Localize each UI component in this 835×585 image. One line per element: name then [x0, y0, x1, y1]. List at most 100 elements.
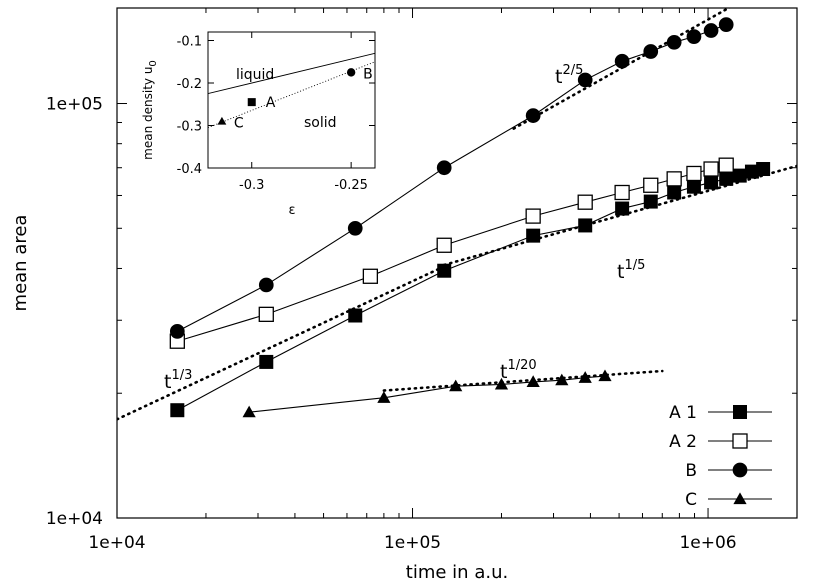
- fit-line: [117, 265, 446, 421]
- data-point-B: [703, 23, 719, 38]
- data-point-A-1: [170, 403, 185, 418]
- data-point-A-2: [686, 165, 702, 182]
- data-point-C: [598, 369, 612, 382]
- data-point-B: [686, 29, 702, 44]
- data-point-B: [347, 220, 363, 236]
- fit-annotation-exponent: 2/5: [562, 63, 583, 78]
- data-point-A-1: [704, 175, 719, 190]
- legend-marker: [732, 462, 748, 478]
- fit-line: [382, 369, 664, 392]
- inset-y-axis-title-main: mean density u: [141, 67, 155, 160]
- inset-y-axis-title: mean density u0: [141, 60, 159, 160]
- data-point-B: [666, 34, 682, 50]
- fit-annotation-base: t: [617, 261, 624, 283]
- x-tick-label: 1e+04: [88, 533, 145, 553]
- data-point-A-1: [719, 171, 734, 186]
- data-point-B: [577, 72, 593, 88]
- data-point-C: [555, 373, 569, 386]
- inset-point-A: [247, 98, 256, 107]
- x-axis-title: time in a.u.: [406, 562, 508, 583]
- data-point-A-2: [666, 171, 682, 187]
- inset-point-B: [346, 68, 356, 77]
- data-point-A-1: [437, 263, 452, 278]
- data-point-A-2: [258, 306, 274, 322]
- data-point-C: [526, 375, 540, 387]
- data-point-A-1: [686, 179, 701, 194]
- series-group: [169, 17, 771, 418]
- data-point-A-1: [756, 162, 771, 177]
- inset-y-tick-label: -0.4: [177, 162, 202, 177]
- inset-x-tick-label: -0.3: [239, 178, 264, 193]
- legend: A 1 A 2 BC: [669, 403, 772, 510]
- x-tick-label: 1e+06: [679, 533, 736, 553]
- data-point-B: [525, 108, 541, 123]
- inset-y-tick-label: -0.3: [177, 120, 202, 135]
- data-point-A-1: [348, 308, 363, 323]
- series-line-C: [249, 375, 606, 413]
- inset-y-tick-label: -0.1: [177, 35, 202, 50]
- data-point-A-2: [436, 237, 452, 253]
- data-point-A-2: [703, 161, 719, 177]
- inset-point-C: [217, 116, 227, 125]
- y-tick-label: 1e+04: [46, 509, 103, 529]
- legend-label: A 2: [669, 432, 697, 452]
- data-point-C: [578, 371, 592, 383]
- inset-frame: [207, 31, 376, 169]
- inset-region-liquid: liquid: [236, 67, 274, 83]
- data-point-A-1: [578, 218, 593, 233]
- data-point-A-2: [577, 194, 593, 210]
- fit-annotation-base: t: [164, 371, 171, 393]
- inset-y-tick-label: -0.2: [177, 77, 202, 92]
- y-axis-title: mean area: [10, 215, 31, 312]
- legend-marker: [733, 492, 747, 505]
- inset-point-label-A: A: [266, 95, 276, 111]
- fit-annotation-base: t: [500, 361, 507, 383]
- data-point-A-1: [643, 194, 658, 209]
- data-point-A-1: [667, 185, 682, 200]
- data-point-B: [614, 53, 630, 69]
- data-point-A-2: [643, 177, 659, 193]
- fit-annotation: t2/5: [555, 63, 583, 88]
- fit-annotation-exponent: 1/20: [507, 358, 536, 373]
- fit-annotation-base: t: [555, 66, 562, 88]
- data-point-B: [643, 44, 659, 59]
- inset-region-solid: solid: [304, 115, 337, 131]
- data-point-B: [718, 17, 734, 32]
- fit-annotation-exponent: 1/5: [624, 258, 645, 273]
- data-point-C: [494, 377, 509, 390]
- data-point-A-1: [615, 201, 630, 216]
- inset-lines: [208, 52, 375, 129]
- data-point-A-1: [259, 354, 274, 369]
- inset-point-label-B: B: [363, 66, 373, 82]
- fit-annotation-exponent: 1/3: [171, 368, 192, 383]
- data-point-A-1: [732, 168, 747, 183]
- fit-annotation: t1/3: [164, 368, 192, 393]
- plot-frame: [116, 7, 798, 519]
- data-point-A-2: [614, 184, 630, 201]
- legend-label: A 1: [669, 403, 697, 423]
- data-point-B: [436, 160, 452, 176]
- x-tick-label: 1e+05: [384, 533, 441, 553]
- fit-annotation: t1/20: [500, 358, 537, 383]
- inset-x-tick-label: -0.25: [334, 178, 368, 193]
- inset-point-label-C: C: [234, 115, 244, 131]
- fit-line: [512, 8, 732, 130]
- data-point-C: [377, 391, 391, 403]
- legend-marker: [733, 405, 747, 419]
- inset-x-axis-title: ε: [288, 203, 295, 218]
- data-point-A-1: [744, 164, 759, 179]
- legend-label: B: [685, 461, 697, 481]
- data-point-A-2: [525, 208, 541, 224]
- legend-label: C: [685, 490, 697, 510]
- inset-y-axis-title-sub: 0: [148, 60, 159, 66]
- inset-liquid-line: [208, 52, 375, 95]
- inset: -0.3 -0.25 -0.1 -0.2 -0.3 -0.4 ε mean density u…: [141, 31, 376, 218]
- data-point-B: [169, 324, 185, 339]
- data-point-C: [242, 405, 256, 418]
- data-point-A-2: [718, 157, 734, 173]
- fit-annotation: t1/5: [617, 258, 645, 283]
- y-tick-label: 1e+05: [46, 95, 103, 115]
- data-point-A-1: [526, 228, 541, 243]
- legend-marker: [732, 433, 748, 449]
